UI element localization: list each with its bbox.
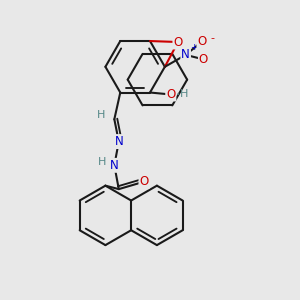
Text: O: O	[197, 35, 207, 48]
Text: H: H	[98, 158, 106, 167]
Text: O: O	[199, 53, 208, 66]
Text: N: N	[181, 48, 190, 62]
Text: N: N	[110, 159, 119, 172]
Text: +: +	[190, 43, 198, 52]
Text: ·: ·	[176, 88, 180, 103]
Text: N: N	[114, 135, 123, 148]
Text: O: O	[140, 175, 149, 188]
Text: O: O	[166, 88, 176, 100]
Text: H: H	[179, 89, 188, 99]
Text: O: O	[173, 35, 183, 49]
Text: H: H	[97, 110, 105, 120]
Text: -: -	[210, 34, 214, 44]
